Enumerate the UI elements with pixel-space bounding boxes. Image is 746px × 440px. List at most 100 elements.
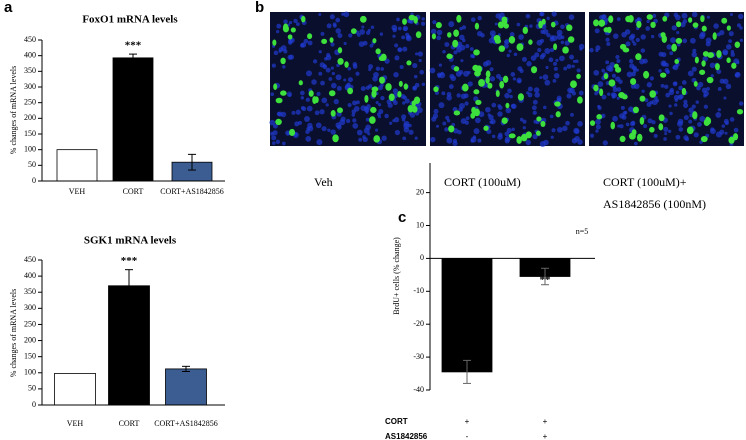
nucleus [642,58,648,64]
nucleus [375,101,379,105]
nucleus [420,21,426,26]
brdu-cell [661,35,668,43]
nucleus [652,13,657,18]
brdu-cell [502,75,509,83]
nucleus [378,103,382,107]
nucleus [543,139,549,146]
nucleus [356,129,363,136]
nucleus [504,136,511,142]
brdu-cell [433,86,439,93]
brdu-cell [675,21,682,28]
nucleus [574,59,579,64]
y-tick-label: 400 [24,50,36,59]
nucleus [715,112,722,118]
brdu-cell [726,25,731,31]
nucleus [645,26,651,31]
nucleus [456,93,461,98]
nucleus [595,118,601,125]
nucleus [669,111,673,116]
panel-label: b [255,0,264,16]
nucleus [534,52,540,58]
nucleus [674,103,678,107]
nucleus [699,115,706,122]
nucleus [478,111,485,118]
nucleus [660,83,665,88]
nucleus [362,136,368,143]
nucleus [321,126,327,132]
nucleus [436,29,443,36]
nucleus [677,118,684,125]
nucleus [470,138,475,143]
y-tick-label: 0 [32,176,36,185]
nucleus [705,37,712,44]
nucleus [506,127,512,133]
nucleus [384,113,389,119]
nucleus [429,67,436,74]
nucleus [577,139,583,145]
nucleus [362,40,368,46]
nucleus [360,86,366,92]
brdu-cell [328,90,336,97]
nucleus [722,49,729,55]
nucleus [612,87,618,93]
brdu-cell [385,83,392,91]
brdu-cell [287,34,293,40]
nucleus [658,51,664,57]
nucleus [271,63,276,68]
nucleus [525,13,531,19]
nucleus [394,43,399,48]
nucleus [463,93,469,99]
nucleus [539,76,543,80]
nucleus [616,59,621,64]
nucleus [551,11,557,17]
nucleus [612,115,618,122]
nucleus [379,32,384,36]
brdu-cell [344,61,349,68]
brdu-cell [736,108,744,115]
brdu-cell [554,101,561,107]
nucleus [283,49,288,54]
nucleus [595,48,599,53]
brdu-cell [566,24,573,32]
nucleus [303,38,309,44]
nucleus [719,78,725,84]
nucleus [321,97,328,104]
brdu-cell [615,66,622,73]
brdu-cell [576,73,581,79]
nucleus [710,127,715,132]
brdu-cell [379,76,385,84]
error-bar [188,153,196,171]
nucleus [717,86,722,91]
nucleus [661,61,667,67]
nucleus [504,92,510,99]
y-tick-label: 400 [24,271,36,280]
nucleus [729,117,735,122]
nucleus [691,66,697,72]
nucleus [331,71,335,76]
nucleus [307,125,314,132]
brdu-cell [693,81,698,87]
nucleus [298,120,303,125]
nucleus [489,67,494,72]
nucleus [615,54,620,60]
nucleus [355,71,360,76]
nucleus [438,63,442,67]
brdu-cell [692,22,699,28]
y-tick-label: 150 [24,129,36,138]
nucleus [640,34,646,40]
nucleus [589,133,595,138]
brdu-cell [699,69,706,75]
nucleus [494,22,498,26]
nucleus [413,74,418,79]
nucleus [653,133,658,138]
y-tick-label: 350 [24,287,36,296]
nucleus [628,106,634,113]
nucleus [553,61,558,66]
nucleus [678,127,684,132]
brdu-cell [499,80,505,89]
nucleus [339,119,346,126]
nucleus [275,139,281,145]
nucleus [352,64,358,69]
nucleus [595,124,601,130]
nucleus [347,66,352,71]
